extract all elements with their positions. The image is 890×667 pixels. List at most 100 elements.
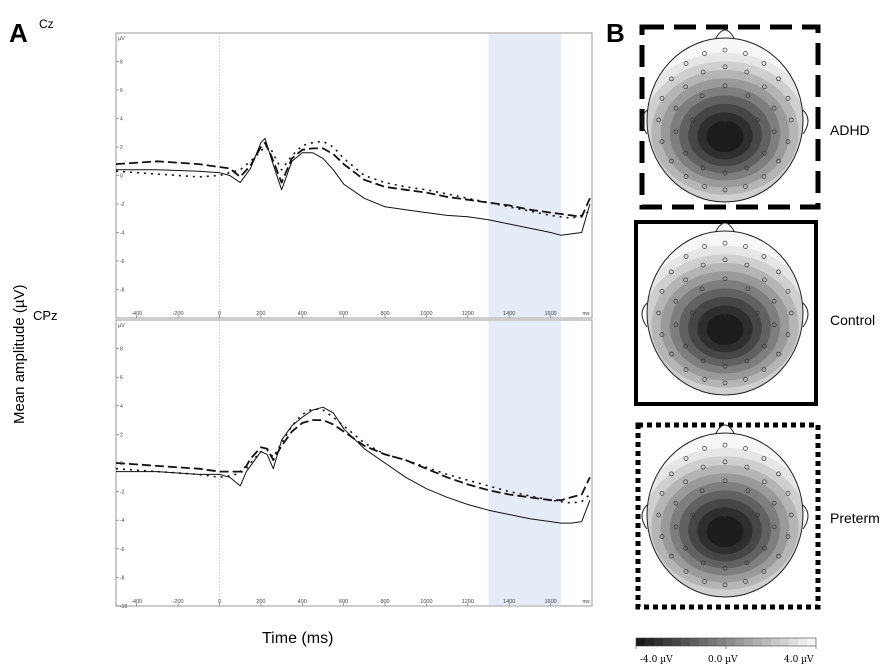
electrode-marker — [690, 117, 695, 123]
contour-band — [706, 313, 744, 346]
x-tick-label: -400 — [131, 311, 142, 317]
colorbar — [635, 637, 817, 649]
electrode-marker — [683, 277, 688, 283]
series-line-solid — [116, 406, 591, 524]
electrode-marker — [788, 512, 794, 518]
x-tick-label: 200 — [256, 311, 265, 317]
electrode-marker — [700, 69, 706, 75]
colorbar-step — [798, 638, 808, 646]
electrode-marker — [669, 471, 674, 477]
electrode-marker — [722, 170, 728, 176]
electrode-marker — [722, 151, 728, 157]
electrode-marker — [669, 553, 674, 559]
colorbar-step — [807, 638, 817, 646]
electrode-marker — [699, 286, 705, 292]
electrode-marker — [690, 512, 695, 518]
electrode-marker — [722, 442, 728, 448]
electrode-marker — [785, 289, 791, 294]
electrode-marker — [673, 500, 679, 506]
analysis-window-band — [488, 34, 561, 317]
electrode-marker — [722, 64, 728, 70]
x-unit-label: ms — [582, 599, 590, 605]
colorbar-step — [753, 638, 763, 646]
electrode-marker — [702, 377, 707, 382]
electrode-marker — [743, 579, 748, 584]
x-unit-label: ms — [582, 311, 590, 317]
electrode-marker — [722, 478, 728, 484]
electrode-marker — [776, 76, 781, 82]
x-tick-label: 400 — [298, 311, 307, 317]
colorbar-step — [771, 638, 781, 646]
y-tick-label: 6 — [120, 375, 123, 381]
electrode-marker — [785, 332, 791, 337]
electrode-marker — [673, 105, 679, 111]
contour-band — [706, 120, 744, 153]
electrode-marker — [722, 344, 728, 350]
colorbar-min-label: -4.0 µV — [640, 655, 673, 665]
colorbar-step — [654, 638, 664, 646]
electrode-marker — [669, 76, 674, 82]
electrode-marker — [745, 488, 751, 494]
electrode-marker — [722, 459, 728, 465]
y-tick-label: -8 — [120, 288, 125, 294]
nose — [714, 222, 736, 234]
electrode-marker — [669, 158, 674, 164]
electrode-marker — [762, 150, 767, 156]
electrode-marker — [722, 565, 728, 571]
analysis-window-band — [488, 321, 561, 605]
electrode-marker — [702, 244, 707, 249]
series-line-long-dash — [115, 419, 591, 502]
x-tick-label: 1200 — [462, 599, 474, 605]
electrode-marker — [722, 47, 728, 53]
x-tick-label: 800 — [380, 599, 389, 605]
y-tick-label: 8 — [120, 347, 123, 353]
electrode-marker — [745, 536, 751, 542]
x-tick-label: 200 — [256, 599, 265, 605]
electrode-marker — [700, 358, 706, 364]
y-tick-label: -10 — [120, 604, 127, 610]
colorbar-step — [780, 638, 790, 646]
y-tick-label: 8 — [120, 60, 123, 66]
topomap-preterm — [635, 422, 821, 610]
y-tick-label: -4 — [120, 231, 125, 237]
group-label-adhd: ADHD — [830, 122, 870, 138]
nose — [714, 424, 736, 436]
electrode-marker — [771, 129, 777, 135]
y-tick-label: -2 — [120, 202, 125, 208]
electrode-marker — [722, 276, 728, 282]
electrode-marker — [761, 61, 767, 66]
y-tick-label: 6 — [120, 88, 123, 94]
nose — [714, 29, 736, 41]
y-tick-label: 0 — [120, 174, 123, 180]
electrode-marker — [683, 367, 689, 372]
electrode-marker — [683, 150, 688, 156]
electrode-marker — [656, 310, 662, 316]
colorbar-step — [645, 638, 655, 646]
colorbar-step — [708, 638, 718, 646]
electrode-marker — [722, 117, 728, 123]
topomap-adhd — [639, 24, 821, 210]
electrode-marker — [744, 560, 750, 566]
x-tick-label: 1600 — [544, 599, 556, 605]
electrode-marker — [683, 343, 688, 349]
x-tick-label: 600 — [339, 311, 348, 317]
channel-label-cpz: CPz — [33, 308, 58, 323]
electrode-marker — [745, 334, 751, 340]
electrode-marker — [683, 61, 689, 66]
electrode-marker — [776, 351, 781, 357]
x-tick-label: 1000 — [420, 311, 432, 317]
group-label-preterm: Preterm — [830, 510, 880, 526]
erp-plot-cz: -400 -200 0 200 400 600 800 1000 1200 1400 1600 ms 8… — [115, 32, 593, 319]
y-tick-label: -2 — [120, 490, 125, 496]
x-tick-label: 1600 — [544, 311, 556, 317]
y-tick-label: -6 — [120, 259, 125, 265]
electrode-marker — [722, 257, 728, 263]
electrode-marker — [699, 536, 705, 542]
y-tick-label: 2 — [120, 145, 123, 151]
electrode-marker — [659, 534, 665, 539]
electrode-marker — [656, 117, 662, 123]
electrode-marker — [776, 269, 781, 275]
electrode-marker — [743, 377, 748, 382]
electrode-marker — [785, 96, 791, 101]
left-ear — [641, 302, 648, 328]
